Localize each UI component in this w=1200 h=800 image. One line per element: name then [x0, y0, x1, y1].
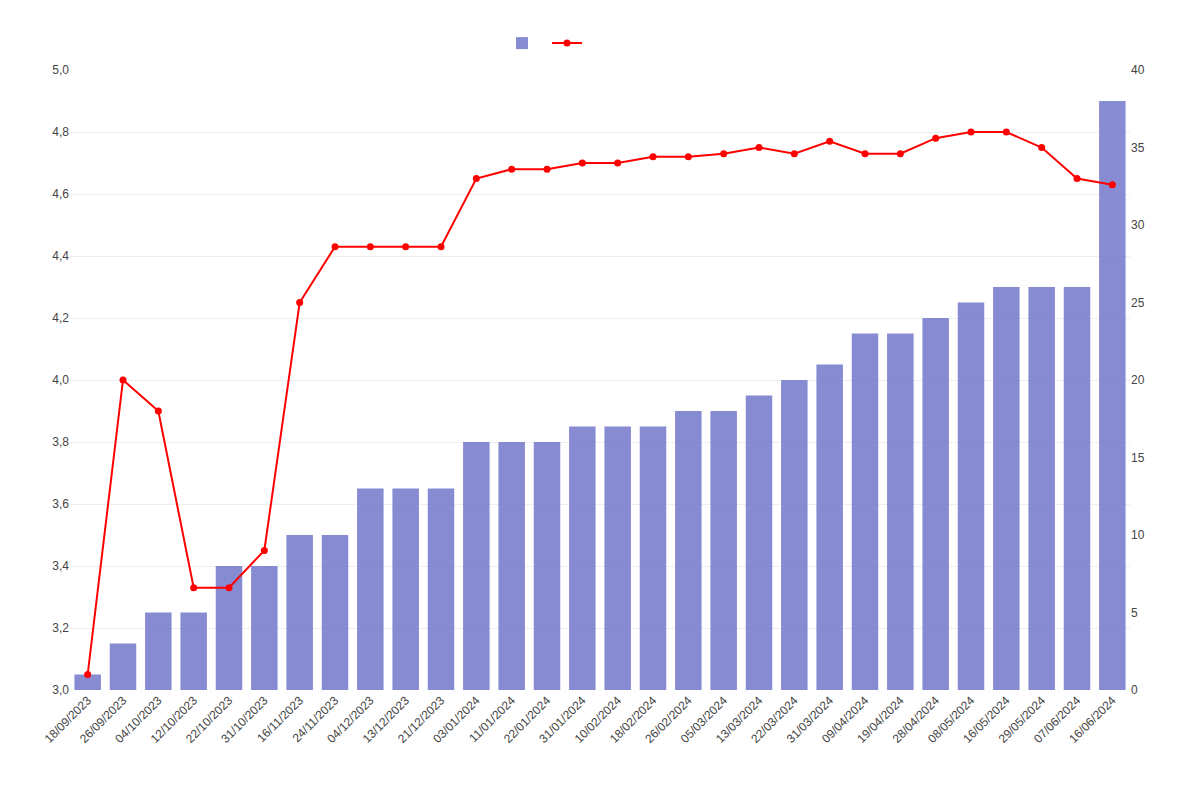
svg-text:3,2: 3,2: [52, 621, 69, 635]
svg-text:3,4: 3,4: [52, 559, 69, 573]
svg-text:24/11/2023: 24/11/2023: [290, 693, 342, 745]
svg-text:35: 35: [1131, 141, 1145, 155]
svg-text:28/04/2024: 28/04/2024: [890, 693, 943, 746]
svg-text:15: 15: [1131, 451, 1145, 465]
svg-text:22/03/2024: 22/03/2024: [748, 693, 801, 746]
svg-text:31/01/2024: 31/01/2024: [536, 693, 589, 746]
svg-text:21/12/2023: 21/12/2023: [395, 693, 448, 746]
svg-text:11/01/2024: 11/01/2024: [466, 693, 518, 745]
svg-text:5: 5: [1131, 606, 1138, 620]
svg-text:3,6: 3,6: [52, 497, 69, 511]
svg-text:5,0: 5,0: [52, 63, 69, 77]
svg-text:4,6: 4,6: [52, 187, 69, 201]
svg-text:4,0: 4,0: [52, 373, 69, 387]
svg-text:08/05/2024: 08/05/2024: [925, 693, 978, 746]
svg-text:04/12/2023: 04/12/2023: [324, 693, 377, 746]
svg-text:18/02/2024: 18/02/2024: [607, 693, 660, 746]
svg-text:16/11/2023: 16/11/2023: [254, 693, 306, 745]
svg-text:29/05/2024: 29/05/2024: [996, 693, 1049, 746]
svg-text:04/10/2023: 04/10/2023: [112, 693, 165, 746]
svg-text:18/09/2023: 18/09/2023: [42, 693, 95, 746]
svg-text:20: 20: [1131, 373, 1145, 387]
svg-text:4,8: 4,8: [52, 125, 69, 139]
svg-text:16/06/2024: 16/06/2024: [1066, 693, 1119, 746]
svg-text:05/03/2024: 05/03/2024: [678, 693, 731, 746]
svg-text:13/12/2023: 13/12/2023: [360, 693, 413, 746]
svg-text:03/01/2024: 03/01/2024: [430, 693, 483, 746]
svg-text:16/05/2024: 16/05/2024: [960, 693, 1013, 746]
svg-text:10/02/2024: 10/02/2024: [572, 693, 625, 746]
svg-text:07/06/2024: 07/06/2024: [1031, 693, 1084, 746]
svg-text:3,8: 3,8: [52, 435, 69, 449]
svg-text:40: 40: [1131, 63, 1145, 77]
svg-text:26/09/2023: 26/09/2023: [77, 693, 130, 746]
svg-text:31/10/2023: 31/10/2023: [218, 693, 271, 746]
svg-text:12/10/2023: 12/10/2023: [148, 693, 201, 746]
svg-text:26/02/2024: 26/02/2024: [642, 693, 695, 746]
svg-text:3,0: 3,0: [52, 683, 69, 697]
svg-text:4,4: 4,4: [52, 249, 69, 263]
svg-text:22/01/2024: 22/01/2024: [501, 693, 554, 746]
svg-text:4,2: 4,2: [52, 311, 69, 325]
svg-text:30: 30: [1131, 218, 1145, 232]
svg-text:22/10/2023: 22/10/2023: [183, 693, 236, 746]
svg-text:19/04/2024: 19/04/2024: [854, 693, 907, 746]
svg-text:0: 0: [1131, 683, 1138, 697]
svg-text:31/03/2024: 31/03/2024: [784, 693, 837, 746]
svg-text:10: 10: [1131, 528, 1145, 542]
svg-text:25: 25: [1131, 296, 1145, 310]
svg-text:13/03/2024: 13/03/2024: [713, 693, 766, 746]
svg-text:09/04/2024: 09/04/2024: [819, 693, 872, 746]
